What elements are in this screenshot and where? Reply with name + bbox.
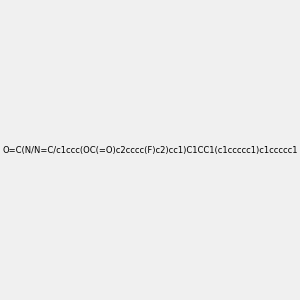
- Text: O=C(N/N=C/c1ccc(OC(=O)c2cccc(F)c2)cc1)C1CC1(c1ccccc1)c1ccccc1: O=C(N/N=C/c1ccc(OC(=O)c2cccc(F)c2)cc1)C1…: [2, 146, 298, 154]
